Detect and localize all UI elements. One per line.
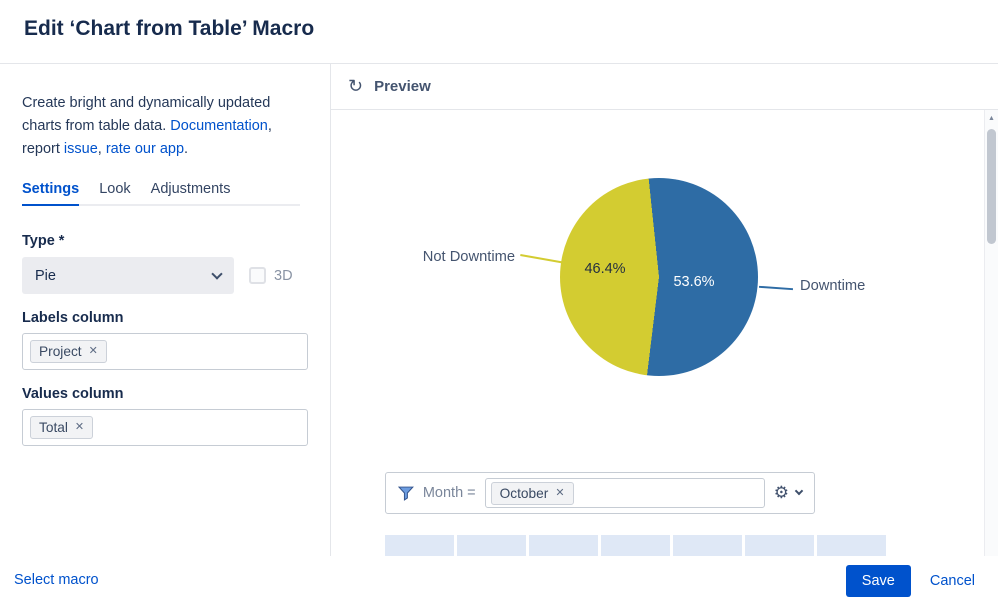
pie-label-downtime: Downtime [800,278,866,294]
tab-look[interactable]: Look [99,181,131,197]
gear-icon: ⚙ [773,483,789,502]
remove-tag-icon[interactable]: ✕ [88,345,98,357]
preview-header: ↻ Preview [331,64,998,110]
save-button[interactable]: Save [845,565,911,597]
remove-tag-icon[interactable]: ✕ [74,421,85,433]
3d-checkbox-wrap: 3D [249,267,293,284]
scrollbar-thumb[interactable] [987,129,996,244]
filter-field-label: Month = [422,485,476,501]
pie-leader-line [758,285,794,291]
values-column-tag: Total ✕ [30,416,94,439]
values-column-input[interactable]: Total ✕ [22,409,308,446]
macro-description: Create bright and dynamically updated ch… [22,92,312,161]
filter-tag: October ✕ [490,481,574,505]
table-header-cell [457,535,526,556]
cancel-link[interactable]: Cancel [929,573,975,589]
labels-column-tag: Project ✕ [30,340,107,363]
table-header-cell [745,535,814,556]
footer-actions: Save Cancel [845,565,975,597]
page-title: Edit ‘Chart from Table’ Macro [24,17,315,40]
preview-panel: Not Downtime 46.4% 53.6% Downtime Month … [331,110,984,556]
type-select-value: Pie [35,267,56,284]
description-text: , [97,141,106,157]
description-text: Create bright and dynamically updated ch… [22,95,271,134]
scrollbar-up-arrow[interactable]: ▲ [988,115,995,122]
chevron-down-icon [794,486,804,496]
tag-text: Total [39,420,68,435]
panel-divider [330,64,331,556]
tag-text: October [499,485,549,501]
chevron-down-icon [211,267,223,280]
table-header-cell [673,535,742,556]
filter-settings-button[interactable]: ⚙ [773,483,804,503]
preview-title: Preview [374,78,431,95]
report-issue-link[interactable]: issue [63,141,98,157]
filter-funnel-icon [398,486,414,501]
remove-tag-icon[interactable]: ✕ [555,486,565,499]
tab-bar: Settings Look Adjustments [22,181,300,206]
sidebar: Create bright and dynamically updated ch… [22,92,312,446]
tab-settings[interactable]: Settings [22,181,80,206]
type-label: Type * [22,233,65,249]
type-row: Pie 3D [22,257,312,294]
filter-bar: Month = October ✕ ⚙ [385,472,815,514]
type-select[interactable]: Pie [22,257,234,294]
table-header-cell [817,535,886,556]
preview-scrollbar[interactable]: ▲ [984,110,998,556]
labels-column-input[interactable]: Project ✕ [22,333,308,370]
pie-percent-not-downtime: 46.4% [584,261,626,277]
documentation-link[interactable]: Documentation [170,118,268,134]
description-text: , report [22,118,272,157]
tag-text: Project [39,344,82,359]
table-header-cell [385,535,454,556]
pie-chart [560,178,758,376]
table-header-cell [601,535,670,556]
select-macro-link[interactable]: Select macro [14,572,99,588]
tab-adjustments[interactable]: Adjustments [150,181,231,197]
values-column-label: Values column [22,386,124,402]
rate-app-link[interactable]: rate our app [105,141,185,157]
pie-label-not-downtime: Not Downtime [422,249,515,265]
refresh-icon[interactable]: ↻ [348,76,364,96]
pie-percent-downtime: 53.6% [673,274,715,290]
preview-table-row [385,535,886,556]
labels-column-label: Labels column [22,310,124,326]
pie-leader-line [520,254,566,264]
header-divider [0,63,998,64]
3d-checkbox-label: 3D [274,267,293,284]
description-text: . [184,141,189,157]
filter-value-input[interactable]: October ✕ [484,478,765,508]
table-header-cell [529,535,598,556]
3d-checkbox[interactable] [249,267,266,284]
